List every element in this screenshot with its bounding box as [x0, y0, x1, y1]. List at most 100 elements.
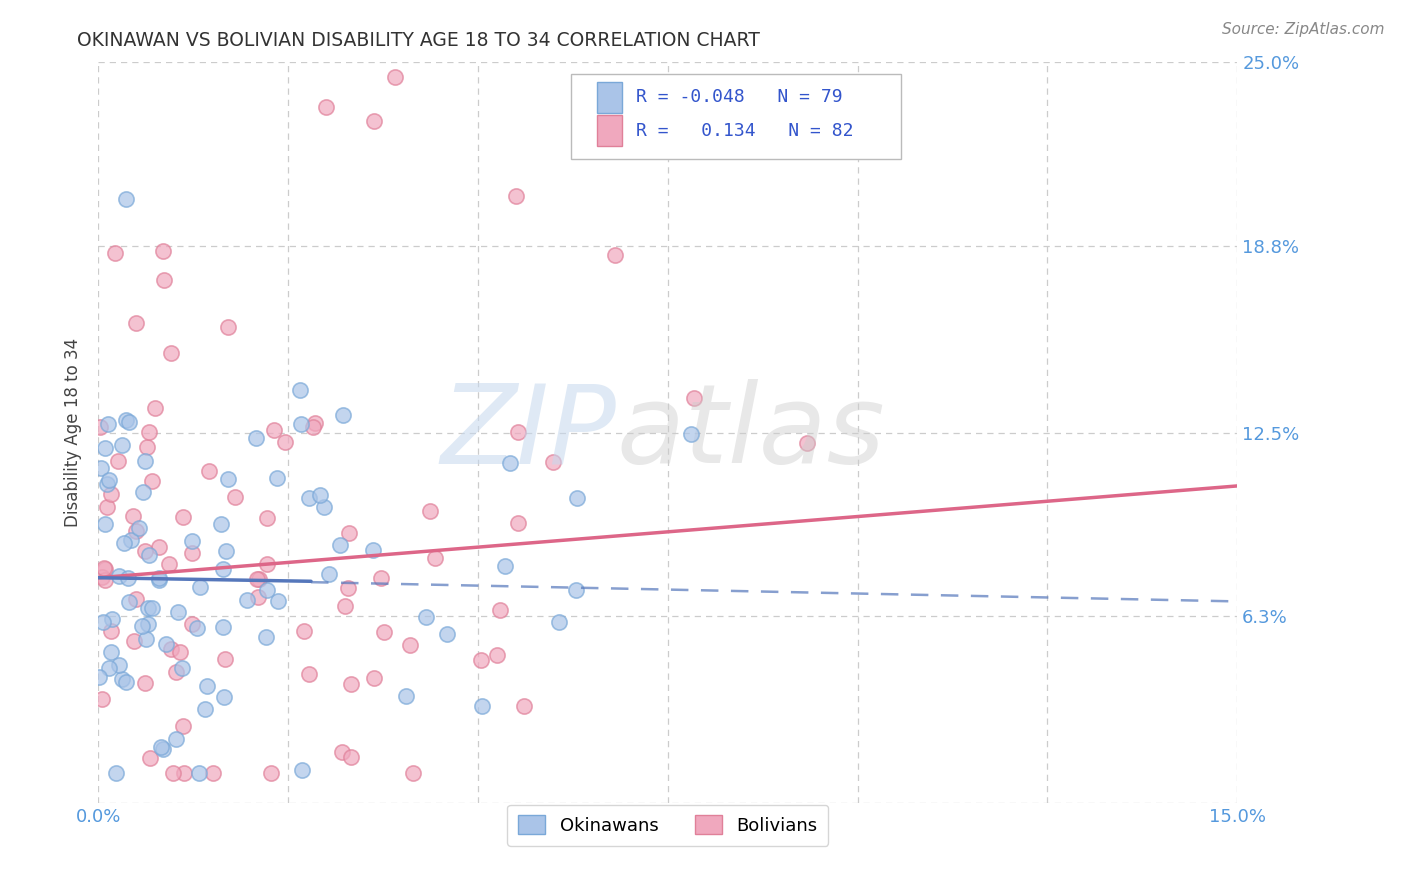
- Point: [136, 440, 159, 454]
- Point: [162, 766, 184, 780]
- Point: [108, 569, 131, 583]
- Point: [128, 520, 150, 534]
- Point: [508, 425, 530, 440]
- Point: [134, 543, 156, 558]
- Bar: [598, 115, 623, 146]
- Point: [419, 504, 441, 518]
- Point: [260, 766, 283, 780]
- Point: [134, 676, 156, 690]
- Point: [315, 100, 337, 114]
- Text: Source: ZipAtlas.com: Source: ZipAtlas.com: [1222, 22, 1385, 37]
- Point: [91, 615, 114, 630]
- Point: [134, 454, 156, 468]
- Point: [110, 438, 132, 452]
- Point: [333, 599, 356, 613]
- Y-axis label: Disability Age 18 to 34: Disability Age 18 to 34: [65, 338, 83, 527]
- Point: [309, 488, 332, 502]
- Point: [148, 540, 170, 554]
- Point: [236, 592, 259, 607]
- Point: [247, 573, 270, 587]
- Point: [124, 634, 146, 648]
- Point: [337, 525, 360, 540]
- Point: [94, 441, 117, 455]
- Point: [363, 114, 385, 128]
- Point: [148, 571, 170, 585]
- Point: [471, 699, 494, 714]
- Point: [136, 600, 159, 615]
- Point: [169, 645, 191, 659]
- Point: [298, 667, 321, 681]
- Point: [318, 566, 340, 581]
- Point: [139, 751, 162, 765]
- Point: [181, 617, 204, 632]
- Point: [97, 417, 120, 431]
- Point: [679, 427, 702, 442]
- Point: [94, 573, 117, 587]
- Point: [470, 653, 492, 667]
- Point: [165, 665, 187, 680]
- Point: [246, 572, 269, 586]
- Point: [143, 401, 166, 415]
- Point: [100, 487, 122, 501]
- Point: [108, 658, 131, 673]
- Point: [329, 537, 352, 551]
- Point: [288, 383, 311, 397]
- Bar: [598, 82, 623, 112]
- Text: R =   0.134   N = 82: R = 0.134 N = 82: [636, 121, 853, 139]
- Point: [494, 559, 516, 574]
- Point: [157, 557, 180, 571]
- Point: [499, 456, 522, 470]
- Point: [489, 603, 512, 617]
- Point: [155, 637, 177, 651]
- Point: [425, 551, 447, 566]
- Point: [89, 670, 111, 684]
- Point: [132, 485, 155, 500]
- Point: [567, 491, 589, 505]
- Point: [115, 192, 138, 206]
- Point: [217, 472, 239, 486]
- Point: [302, 420, 325, 434]
- Point: [373, 624, 395, 639]
- Point: [136, 616, 159, 631]
- Point: [117, 571, 139, 585]
- Point: [290, 417, 312, 431]
- Point: [148, 573, 170, 587]
- Point: [339, 750, 361, 764]
- Point: [160, 346, 183, 360]
- Point: [138, 548, 160, 562]
- Point: [291, 764, 314, 778]
- Point: [202, 766, 225, 780]
- Point: [118, 415, 141, 429]
- Point: [100, 624, 122, 638]
- Point: [682, 391, 704, 405]
- Point: [209, 516, 232, 531]
- Text: R = -0.048   N = 79: R = -0.048 N = 79: [636, 88, 842, 106]
- Point: [314, 500, 336, 514]
- Legend: Okinawans, Bolivians: Okinawans, Bolivians: [508, 805, 828, 846]
- Point: [361, 543, 384, 558]
- Point: [506, 516, 529, 531]
- Point: [98, 661, 121, 675]
- Point: [90, 691, 112, 706]
- Point: [194, 702, 217, 716]
- Point: [90, 461, 112, 475]
- Point: [215, 544, 238, 558]
- Point: [256, 557, 278, 571]
- Point: [402, 766, 425, 780]
- Point: [112, 536, 135, 550]
- Point: [254, 630, 277, 644]
- Point: [172, 718, 194, 732]
- Point: [165, 731, 187, 746]
- Point: [181, 546, 204, 560]
- Point: [212, 619, 235, 633]
- Point: [120, 533, 142, 548]
- Point: [115, 674, 138, 689]
- Point: [548, 615, 571, 629]
- Point: [152, 244, 174, 258]
- Point: [105, 766, 128, 780]
- Point: [118, 595, 141, 609]
- Point: [245, 431, 267, 445]
- Point: [304, 417, 326, 431]
- Point: [267, 594, 290, 608]
- Point: [274, 435, 297, 450]
